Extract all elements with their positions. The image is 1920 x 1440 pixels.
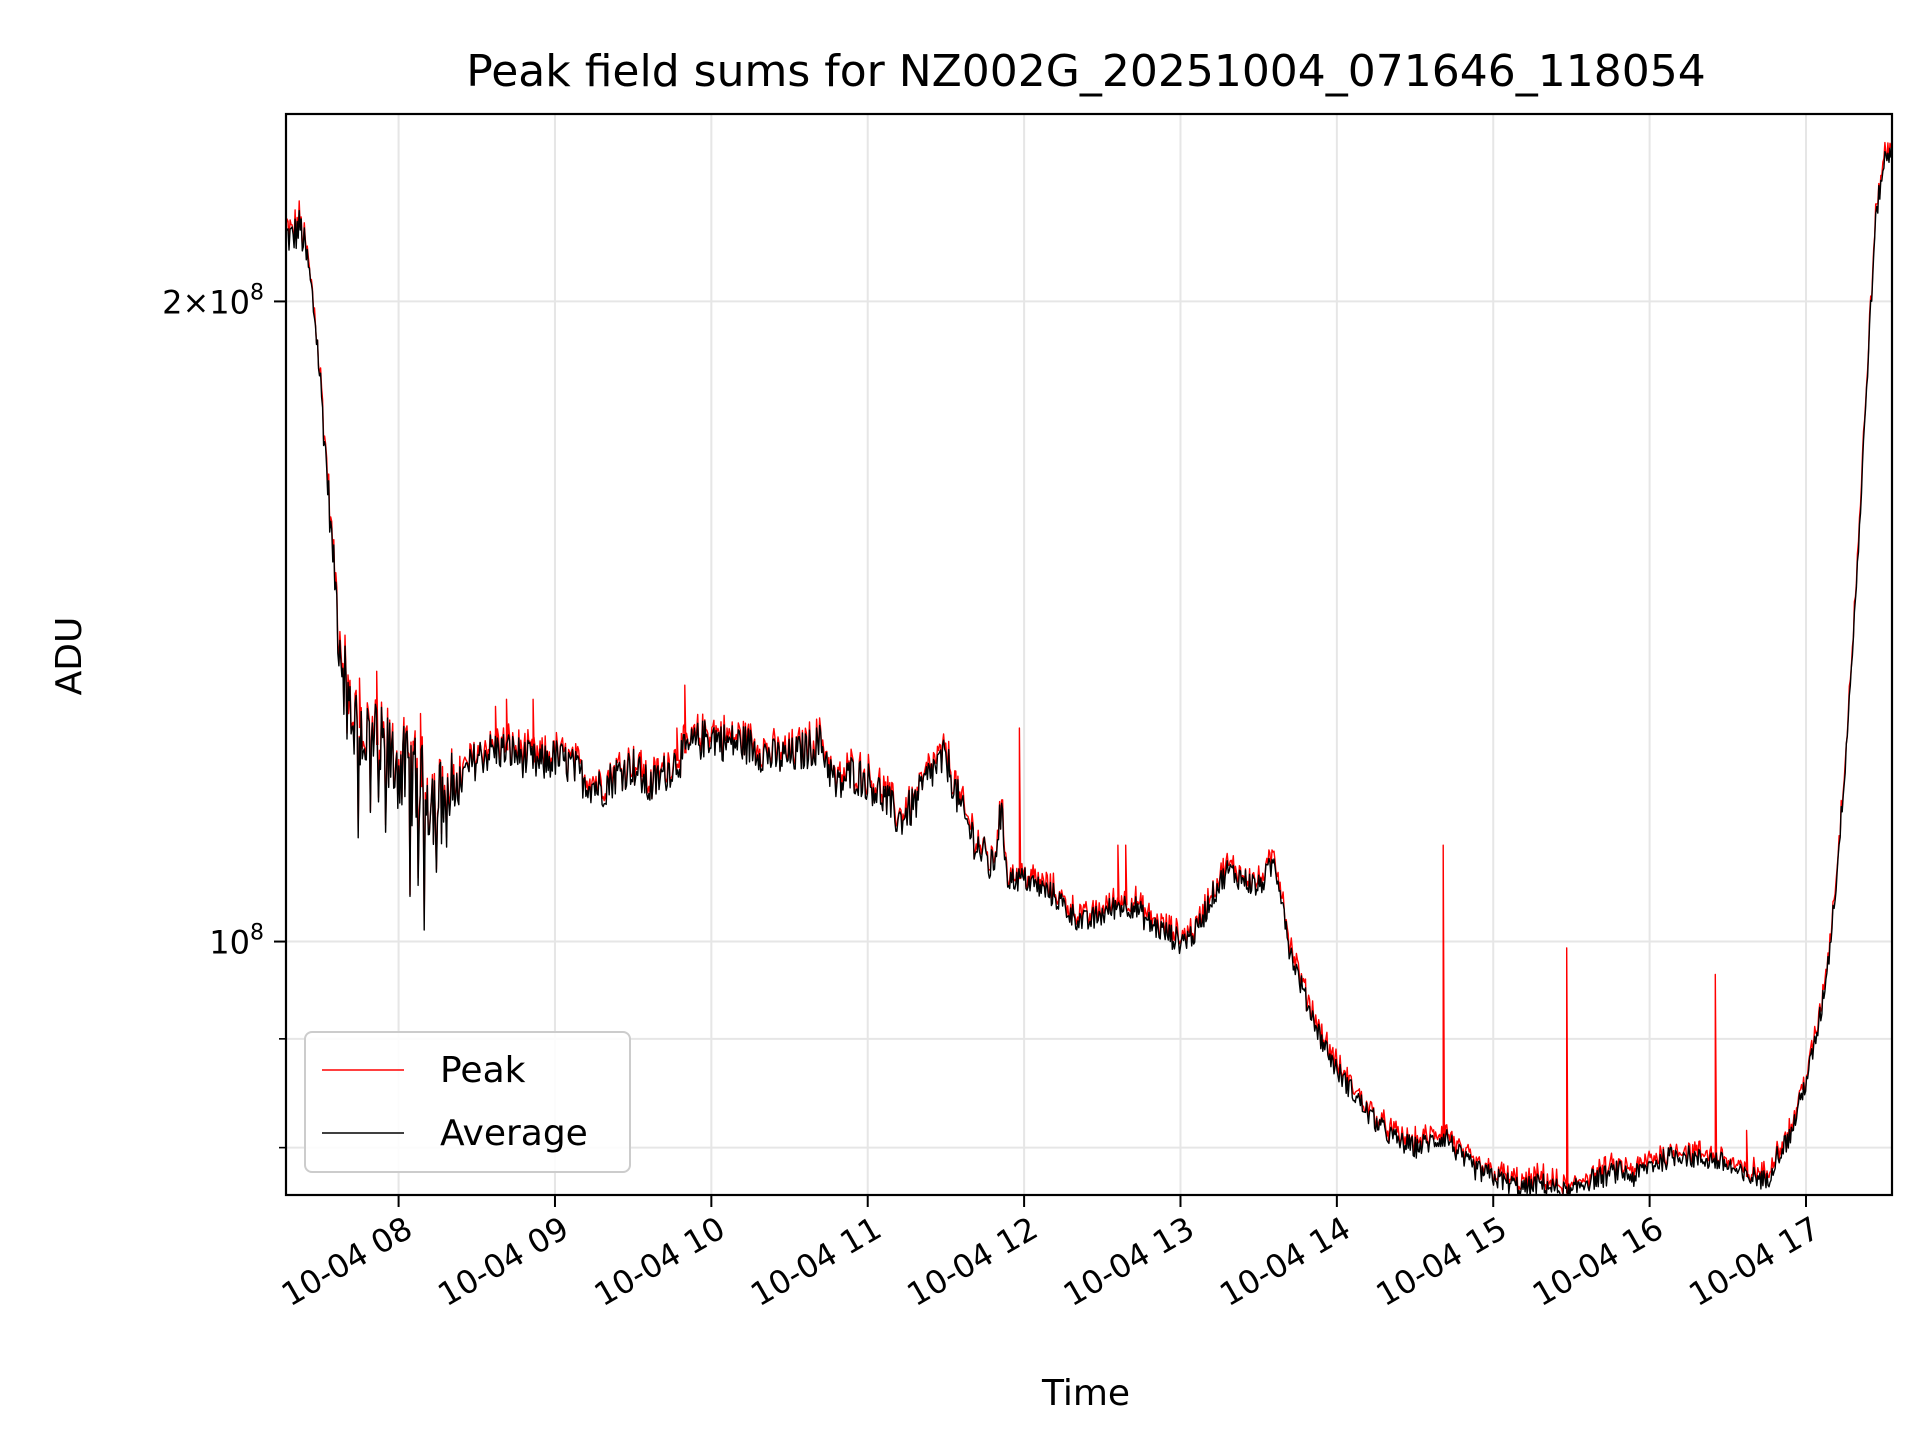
x-axis: 10-04 08 10-04 09 10-04 10 10-04 11 10-04 12… [275,1195,1826,1314]
grid [286,114,1892,1195]
x-tick-label: 10-04 14 [1213,1209,1357,1314]
y-axis-label: ADU [49,617,90,696]
x-tick-label: 10-04 17 [1682,1209,1826,1314]
x-tick-label: 10-04 16 [1526,1209,1670,1314]
x-tick-label: 10-04 09 [431,1209,575,1314]
chart-title: Peak field sums for NZ002G_20251004_0716… [466,46,1705,97]
x-tick-label: 10-04 08 [275,1209,419,1314]
plot-frame [284,112,1894,1197]
x-tick-label: 10-04 12 [901,1209,1045,1314]
x-tick-label: 10-04 10 [588,1209,732,1314]
y-tick-label: 2×108 [162,280,264,321]
series-layer [286,141,1892,1195]
legend-label-peak: Peak [440,1050,526,1091]
legend-box [304,1031,631,1173]
x-tick-label: 10-04 11 [744,1209,888,1314]
x-tick-label: 10-04 15 [1370,1209,1514,1314]
series-peak-line [286,141,1892,1195]
legend: Peak Average [304,1031,631,1173]
series-average-line [286,147,1892,1195]
x-axis-label: Time [1041,1373,1130,1414]
y-axis: 108 2×108 [162,280,286,1149]
x-tick-label: 10-04 13 [1057,1209,1201,1314]
legend-label-average: Average [440,1113,588,1154]
y-tick-label: 108 [209,921,264,962]
